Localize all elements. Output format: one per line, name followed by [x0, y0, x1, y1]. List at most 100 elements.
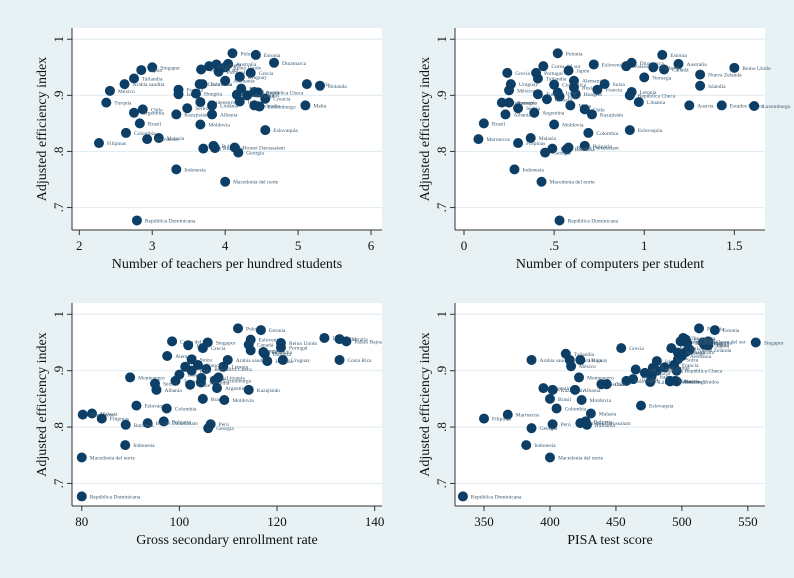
point-marker	[648, 62, 659, 73]
point-label: México	[118, 89, 135, 95]
point-marker	[645, 376, 656, 387]
data-point: Eslovenia	[588, 59, 624, 70]
data-point: Moldovia	[195, 119, 230, 130]
point-marker	[334, 354, 345, 365]
point-label: Colombia	[596, 131, 618, 137]
point-label: Japón	[577, 69, 590, 75]
point-label: Argentina	[142, 111, 164, 117]
point-marker	[574, 372, 584, 383]
point-marker	[575, 354, 586, 365]
point-marker	[636, 400, 646, 411]
point-label: Suiza	[613, 82, 626, 88]
point-label: Reino Unido	[695, 341, 724, 347]
point-marker	[716, 100, 727, 111]
data-point: Montenegro	[125, 372, 165, 383]
point-label: Hungría	[584, 92, 603, 98]
plot-area	[455, 28, 765, 230]
point-marker	[120, 440, 131, 451]
data-point: Países Bajos	[621, 61, 662, 72]
point-marker	[665, 375, 676, 386]
data-point: Costa Rica	[334, 354, 373, 365]
point-label: Costa Rica	[348, 358, 373, 364]
point-label: Macedonia del norte	[558, 456, 604, 462]
data-point: Italia	[186, 365, 211, 376]
point-marker	[586, 109, 597, 120]
point-label: Israel	[644, 368, 657, 374]
point-marker	[659, 362, 670, 373]
data-point: Brasil	[544, 393, 572, 404]
data-point: Macedonia del norte	[544, 452, 604, 463]
point-marker	[513, 103, 524, 114]
data-point: Japón	[136, 65, 162, 76]
point-marker	[504, 97, 515, 108]
point-marker	[616, 343, 627, 354]
point-marker	[315, 80, 325, 91]
data-point: Estonia	[250, 49, 281, 60]
point-marker	[502, 67, 513, 78]
point-marker	[694, 323, 705, 334]
point-label: República Dominicana	[90, 494, 141, 500]
point-label: Francia	[605, 88, 622, 94]
y-tick-label: .8	[434, 147, 449, 157]
point-label: República Dominicana	[145, 218, 196, 224]
point-marker	[561, 144, 572, 155]
point-label: Malasia	[100, 412, 118, 418]
point-label: Países Bajos	[354, 339, 382, 345]
point-marker	[119, 79, 130, 90]
point-marker	[185, 379, 196, 390]
x-axis-title: Number of computers per student	[516, 257, 704, 272]
point-label: Eslovaquia	[638, 128, 663, 134]
data-point: Luxemburgo	[210, 375, 252, 386]
x-tick-label: 0	[461, 238, 468, 253]
point-label: Marruecos	[486, 137, 510, 143]
point-marker	[210, 375, 221, 386]
point-marker	[87, 408, 98, 419]
point-marker	[659, 64, 670, 75]
point-label: Marruecos	[155, 137, 179, 143]
point-marker	[137, 104, 148, 115]
data-point: Francia	[592, 84, 622, 95]
point-label: Estonia	[269, 328, 286, 334]
point-label: Lituania	[226, 375, 245, 381]
data-point: Grecia	[616, 343, 644, 354]
data-point: Colombia	[120, 127, 156, 138]
point-label: Portugal	[289, 346, 308, 352]
point-marker	[255, 325, 266, 336]
point-marker	[195, 119, 206, 130]
x-tick-label: 400	[540, 514, 560, 529]
x-tick-label: 450	[606, 514, 626, 529]
point-marker	[500, 109, 511, 120]
point-label: Australia	[694, 350, 715, 356]
point-label: Argentina	[551, 386, 573, 392]
data-point: Luxemburgo	[749, 100, 791, 111]
point-marker	[207, 109, 218, 120]
data-point: Uruguay	[277, 354, 310, 365]
point-label: República Dominicana	[568, 218, 619, 224]
data-point: Argentina	[211, 383, 247, 394]
data-point: Eslovenia	[197, 79, 233, 90]
data-point: Marruecos	[502, 409, 539, 420]
data-point: México	[566, 361, 596, 372]
point-marker	[525, 132, 536, 143]
y-tick-label: .7	[51, 202, 66, 212]
data-point: Finlandia	[258, 347, 293, 358]
data-point: Eslovaquia	[260, 125, 298, 136]
point-marker	[341, 336, 352, 347]
point-label: Finlandia	[661, 65, 682, 71]
data-point: Bulgaria	[579, 140, 612, 151]
point-label: Uruguay	[248, 75, 267, 81]
point-label: Macedonia del norte	[233, 180, 279, 186]
data-point: Albania	[500, 109, 531, 120]
data-point: Portugal	[213, 66, 246, 77]
point-label: Chile	[615, 382, 627, 388]
point-label: Suiza	[686, 357, 699, 363]
data-point: Nueva Zelanda	[695, 69, 742, 80]
point-marker	[551, 403, 562, 414]
point-label: Islandia	[262, 103, 280, 109]
point-marker	[532, 89, 543, 100]
data-point: Chile	[579, 104, 605, 115]
x-tick-label: 2	[76, 238, 83, 253]
point-label: Alemania	[690, 354, 712, 360]
x-tick-label: 500	[672, 514, 692, 529]
point-marker	[162, 351, 173, 362]
